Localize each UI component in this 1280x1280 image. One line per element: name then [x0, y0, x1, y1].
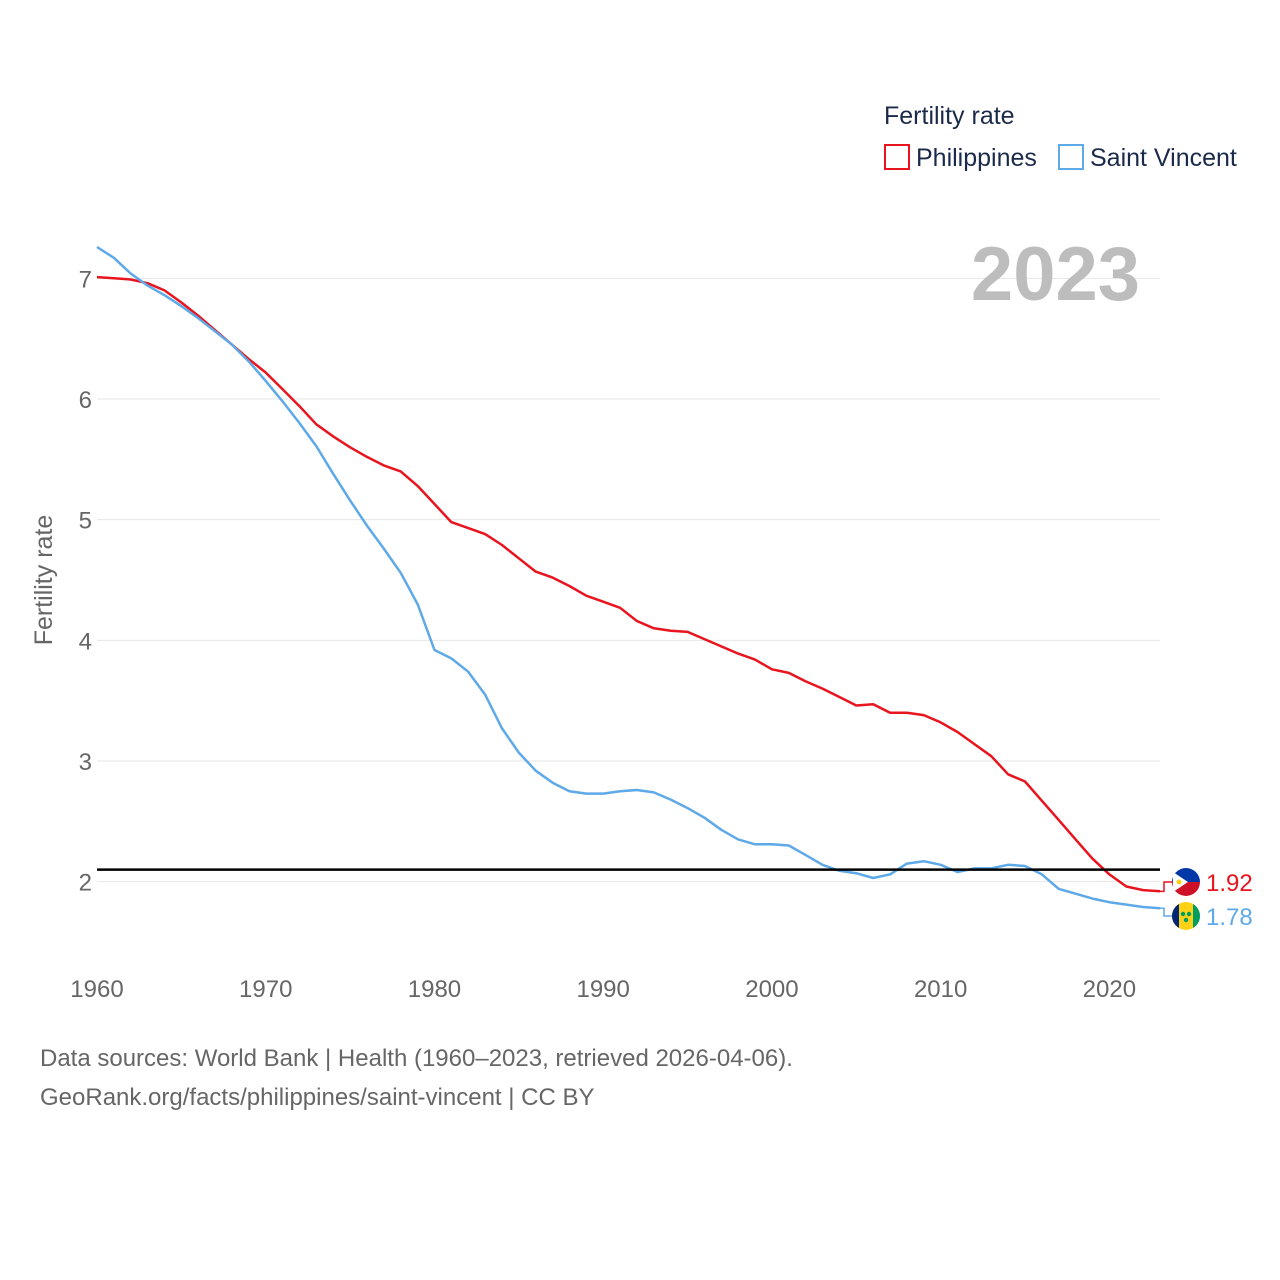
end-value-label: 1.78	[1206, 904, 1253, 931]
x-tick-label: 2020	[1083, 976, 1136, 1003]
saint-vincent-flag-icon	[1172, 902, 1200, 930]
series-line-saint-vincent	[96, 245, 1161, 910]
year-label: 2023	[971, 232, 1140, 317]
x-tick-label: 2000	[745, 976, 798, 1003]
x-tick-label: 1960	[70, 976, 123, 1003]
legend: Fertility rate Philippines Saint Vincent	[884, 102, 1237, 172]
x-axis-ticks: 1960 1970 1980 1990 2000 2010 2020	[70, 976, 1136, 1003]
legend-label-philippines: Philippines	[916, 144, 1037, 172]
philippines-flag-icon	[1172, 868, 1200, 896]
legend-swatch-saint-vincent	[1058, 144, 1084, 170]
y-axis-ticks: 2 3 4 5 6 7	[79, 266, 92, 896]
y-tick-label: 2	[79, 870, 92, 897]
y-tick-label: 5	[79, 508, 92, 535]
series-layer	[96, 245, 1161, 910]
end-marker-philippines: 1.92	[1160, 868, 1253, 897]
series-line-philippines	[96, 275, 1161, 893]
x-tick-label: 2010	[914, 976, 967, 1003]
y-tick-label: 7	[79, 266, 92, 293]
y-tick-label: 4	[79, 628, 92, 655]
legend-label-saint-vincent: Saint Vincent	[1090, 144, 1237, 172]
gridlines	[97, 277, 1160, 883]
y-tick-label: 3	[79, 749, 92, 776]
legend-item-philippines[interactable]: Philippines	[884, 144, 1037, 172]
end-connector	[1160, 881, 1172, 893]
end-value-label: 1.92	[1206, 870, 1253, 897]
legend-item-saint-vincent[interactable]: Saint Vincent	[1058, 144, 1237, 172]
data-source-note: Data sources: World Bank | Health (1960–…	[40, 1045, 793, 1072]
attribution-link[interactable]: GeoRank.org/facts/philippines/saint-vinc…	[40, 1084, 595, 1111]
legend-swatch-philippines	[884, 144, 910, 170]
x-tick-label: 1980	[408, 976, 461, 1003]
x-tick-label: 1970	[239, 976, 292, 1003]
end-connector	[1160, 907, 1172, 917]
y-tick-label: 6	[79, 387, 92, 414]
end-marker-saint-vincent: 1.78	[1160, 902, 1253, 931]
legend-title: Fertility rate	[884, 102, 1015, 130]
y-axis-title: Fertility rate	[30, 515, 58, 646]
x-tick-label: 1990	[576, 976, 629, 1003]
end-markers: 1.92 1.78	[1160, 868, 1253, 931]
